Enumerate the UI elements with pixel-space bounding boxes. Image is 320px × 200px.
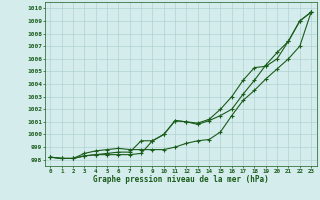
X-axis label: Graphe pression niveau de la mer (hPa): Graphe pression niveau de la mer (hPa) [93,175,269,184]
